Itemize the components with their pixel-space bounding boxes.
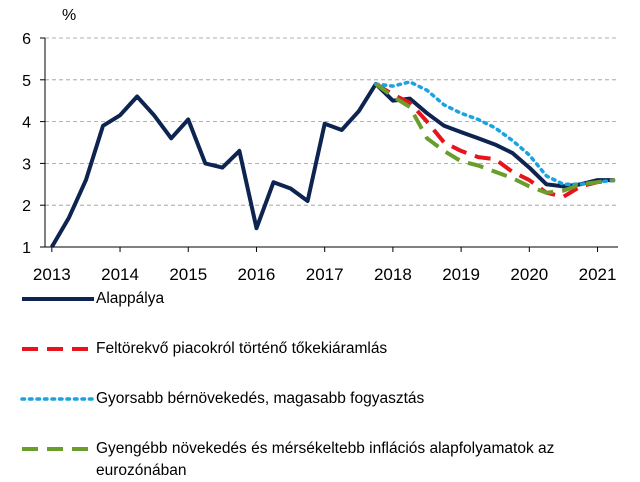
legend-label: Alappálya (96, 290, 165, 307)
series-line (374, 82, 615, 199)
x-tick-label: 2019 (442, 265, 480, 284)
series-line (50, 82, 615, 249)
legend-label: Gyengébb növekedés és mérsékeltebb inflá… (96, 440, 555, 479)
unit-label: % (62, 7, 76, 24)
y-tick-label: 5 (22, 73, 31, 90)
legend-swatch (22, 297, 94, 301)
x-tick-label: 2017 (306, 265, 344, 284)
y-tick-label: 2 (22, 198, 31, 215)
y-tick-label: 6 (22, 31, 31, 48)
x-tick-label: 2021 (579, 265, 617, 284)
series-line (374, 82, 615, 195)
series-line (374, 80, 617, 187)
x-tick-label: 2018 (374, 265, 412, 284)
legend-swatch (22, 347, 94, 351)
legend-swatch (22, 447, 94, 451)
x-tick-label: 2014 (101, 265, 139, 284)
legend-item: Feltörekvő piacokról történő tőkekiáraml… (18, 338, 638, 360)
legend-label: Feltörekvő piacokról történő tőkekiáraml… (96, 340, 388, 357)
x-tick-label: 2015 (169, 265, 207, 284)
chart: % 1 2 3 4 5 6 2013 2014 2015 2016 2017 2018 2019 2020… (22, 7, 618, 284)
legend-item: Alappálya (18, 288, 638, 310)
legend-item: Gyorsabb bérnövekedés, magasabb fogyaszt… (18, 388, 638, 410)
y-tick-label: 4 (22, 115, 31, 132)
y-tick-label: 3 (22, 156, 31, 173)
legend-item: Gyengébb növekedés és mérsékeltebb inflá… (18, 438, 638, 482)
legend-label: Gyorsabb bérnövekedés, magasabb fogyaszt… (96, 390, 425, 407)
x-tick-label: 2020 (510, 265, 548, 284)
x-tick-label: 2016 (238, 265, 276, 284)
y-tick-label: 1 (22, 240, 31, 257)
legend-swatch (20, 397, 96, 401)
x-tick-label: 2013 (33, 265, 71, 284)
